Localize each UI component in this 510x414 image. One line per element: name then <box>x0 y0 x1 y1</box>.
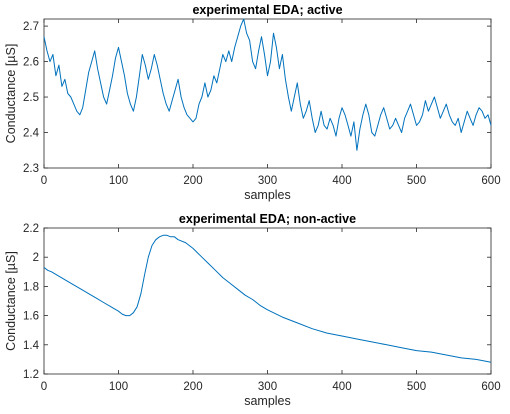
series-line <box>43 18 492 151</box>
x-tick-label: 400 <box>332 175 351 187</box>
x-tick-label: 200 <box>183 381 202 393</box>
axes-box <box>43 227 492 375</box>
axes-box <box>43 18 492 169</box>
y-tick-label: 2.7 <box>23 21 39 33</box>
top-plot-active: 0 100 200 300 400 500 600 2.3 2.4 2.5 2.6 2.7 experi… <box>4 3 501 202</box>
x-tick-label: 500 <box>407 381 426 393</box>
y-tick-label: 1.4 <box>23 340 40 352</box>
y-axis-label: Conductance [µS] <box>4 251 18 351</box>
y-tick-label: 2 <box>33 252 39 264</box>
x-tick-label: 100 <box>109 175 128 187</box>
bottom-plot-non-active: 0 100 200 300 400 500 600 1.2 1.4 1.6 1.8 2 2.2 exper… <box>4 212 501 408</box>
x-axis-label: samples <box>244 188 291 202</box>
y-tick-label: 2.5 <box>23 92 39 104</box>
x-tick-label: 0 <box>41 381 47 393</box>
y-tick-label: 2.6 <box>23 57 39 69</box>
x-tick-label: 600 <box>481 175 500 187</box>
y-tick-label: 1.2 <box>23 369 39 381</box>
y-tick-label: 2.4 <box>23 128 40 140</box>
y-axis-label: Conductance [µS] <box>4 44 18 144</box>
plot-title: experimental EDA; active <box>192 3 342 17</box>
x-tick-label: 300 <box>258 381 277 393</box>
x-tick-label: 200 <box>183 175 202 187</box>
series-line <box>43 234 492 363</box>
x-tick-label: 300 <box>258 175 277 187</box>
x-tick-label: 0 <box>41 175 47 187</box>
y-tick-label: 2.3 <box>23 163 39 175</box>
y-tick-label: 2.2 <box>23 223 39 235</box>
x-tick-label: 400 <box>332 381 351 393</box>
x-tick-label: 100 <box>109 381 128 393</box>
x-tick-label: 500 <box>407 175 426 187</box>
y-tick-label: 1.6 <box>23 311 39 323</box>
plot-title: experimental EDA; non-active <box>179 212 356 226</box>
y-tick-label: 1.8 <box>23 281 39 293</box>
x-tick-label: 600 <box>481 381 500 393</box>
x-axis-label: samples <box>244 394 291 408</box>
